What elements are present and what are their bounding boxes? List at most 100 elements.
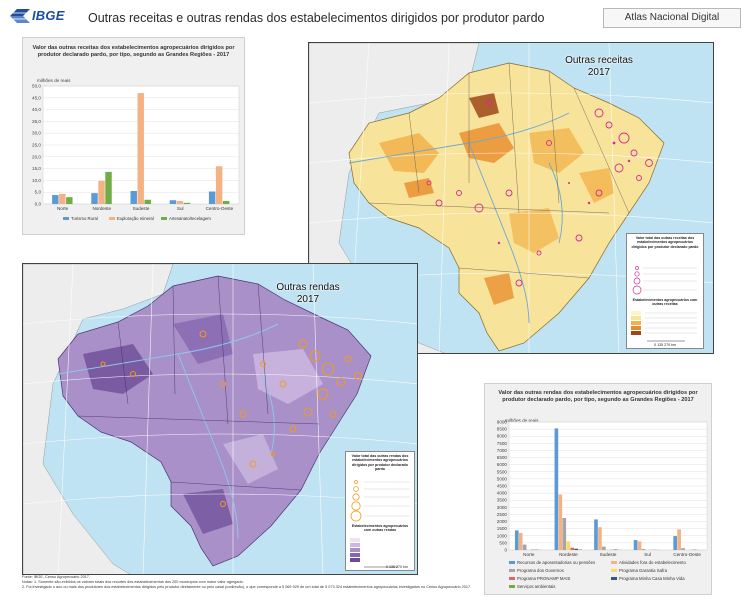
map-title-rendas: Outras rendas 2017 [253, 282, 363, 306]
bar [144, 199, 151, 204]
legend-label: Programa Minha Casa Minha Vida [619, 576, 685, 581]
bar [602, 546, 606, 550]
bar [566, 541, 571, 550]
legend-item: Serviços ambientais [509, 584, 555, 589]
bar [598, 527, 602, 550]
y-tick-label: 4500 [497, 484, 508, 489]
y-tick-label: 5,0 [35, 190, 42, 195]
y-tick-label: 1000 [497, 533, 508, 538]
y-tick-label: 20,0 [32, 154, 41, 159]
map-outras-rendas[interactable]: Outras rendas 2017 Valor total das outra… [22, 263, 418, 575]
legend-swatch [611, 561, 617, 564]
y-tick-label: 8000 [497, 434, 508, 439]
y-tick-label: 30,0 [32, 131, 41, 136]
x-tick-label: Sudeste [133, 206, 150, 211]
bar [130, 191, 137, 204]
bar-chart-rendas: 0 500 1000 1500 2000 2500 3000 3500 4000 4500 5000… [497, 420, 708, 557]
logo-text: IBGE [32, 8, 65, 23]
bar [183, 202, 191, 204]
bar [578, 549, 582, 550]
map-legend-receitas: Valor total das outras receitas dos esta… [626, 233, 704, 349]
legend-scale: 0 135 270 km [386, 565, 408, 569]
bar [59, 193, 66, 204]
map-title-line1: Outras receitas [565, 55, 633, 66]
legend-item: Programa PRONAMP MAIS [509, 576, 570, 581]
chart-title: Valor das outras receitas dos estabeleci… [32, 45, 235, 58]
x-tick-label: Norte [523, 552, 535, 557]
map-title-line2: 2017 [587, 67, 611, 78]
bar [105, 171, 112, 204]
legend-item: Programa Garantia Safra [611, 568, 667, 573]
x-tick-label: Sul [177, 206, 184, 211]
legend-swatch [509, 561, 515, 564]
bar [594, 519, 598, 550]
legend-circles [631, 266, 697, 342]
bar [570, 547, 575, 550]
legend-circles [350, 480, 410, 568]
y-tick-label: 35,0 [32, 119, 41, 124]
legend-item: Recursos de aposentadorias ou pensões [509, 560, 595, 565]
legend-label: Turismo Rural [71, 216, 98, 221]
legend-label: Artesanato/tecelagem [169, 216, 211, 221]
y-tick-label: 45,0 [32, 95, 41, 100]
legend-swatch [611, 569, 617, 572]
bar [554, 428, 559, 550]
legend-item: Programa Minha Casa Minha Vida [611, 576, 685, 581]
x-tick-label: Nordeste [559, 552, 578, 557]
bar [91, 193, 98, 204]
chart-title: Valor das outras rendas dos estabelecime… [498, 390, 698, 403]
y-tick-label: 10,0 [32, 178, 41, 183]
x-tick-label: Nordeste [92, 206, 111, 211]
legend-label: Programa Garantia Safra [619, 568, 668, 573]
y-tick-label: 3000 [497, 505, 508, 510]
x-tick-label: Norte [57, 206, 69, 211]
y-tick-label: 5000 [497, 476, 508, 481]
bar [518, 532, 523, 550]
legend-item: Turismo Rural [63, 216, 98, 221]
legend-swatch [611, 577, 617, 580]
y-tick-label: 5500 [497, 469, 508, 474]
legend-item: Artesanato/tecelagem [161, 216, 211, 221]
bar [641, 549, 646, 550]
bar [677, 529, 681, 550]
x-tick-label: Centro-Oeste [206, 206, 234, 211]
bar [176, 200, 184, 204]
y-tick-label: 7000 [497, 448, 508, 453]
page-title: Outras receitas e outras rendas dos esta… [88, 11, 545, 25]
bar [52, 195, 59, 204]
y-tick-label: 15,0 [32, 166, 41, 171]
legend-label: Programa dos Governos [517, 568, 564, 573]
bar [208, 191, 216, 204]
y-tick-label: 6500 [497, 455, 508, 460]
y-tick-label: 0,0 [35, 202, 42, 207]
app-name-badge[interactable]: Atlas Nacional Digital [603, 8, 741, 28]
bar [215, 166, 223, 204]
bar [98, 180, 105, 204]
y-tick-label: 2000 [497, 519, 508, 524]
legend-item: Programa dos Governos [509, 568, 564, 573]
y-axis-unit-label: milhões de reais [505, 418, 539, 423]
bar [633, 540, 638, 550]
bar [222, 200, 230, 204]
y-tick-label: 9000 [497, 420, 508, 425]
chart-outras-rendas-panel: Valor das outras rendas dos estabelecime… [484, 383, 712, 595]
legend-title: Valor total das outras rendas dos estabe… [351, 454, 409, 472]
footnotes: Fonte: IBGE, Censo Agropecuário 2017. No… [22, 575, 502, 589]
y-axis-unit-label: milhões de reais [37, 78, 71, 83]
x-tick-label: Sudeste [600, 552, 617, 557]
legend-subtitle: Estabelecimentos agropecuários com outra… [632, 298, 698, 306]
footnote-note-2: 2. Foi investigado o ano ou mais dos pro… [22, 584, 472, 589]
bar-chart-receitas: 0,0 5,0 10,0 15,0 20,0 25,0 30,0 35,0 40,0 45,0 50… [32, 84, 240, 211]
legend-swatch [63, 217, 69, 220]
y-tick-label: 3500 [497, 498, 508, 503]
y-tick-label: 1500 [497, 526, 508, 531]
legend-item: Atividades fora do estabelecimento [611, 560, 686, 565]
x-tick-label: Centro-Oeste [673, 552, 701, 557]
legend-swatch [509, 577, 515, 580]
map-title-receitas: Outras receitas 2017 [539, 55, 659, 79]
ibge-logo-icon [10, 8, 30, 23]
legend-title: Valor total das outras receitas dos esta… [631, 236, 699, 249]
map-legend-rendas: Valor total das outras rendas dos estabe… [345, 451, 415, 571]
footnote-source: Fonte: IBGE, Censo Agropecuário 2017. [22, 575, 90, 579]
y-tick-label: 2500 [497, 512, 508, 517]
